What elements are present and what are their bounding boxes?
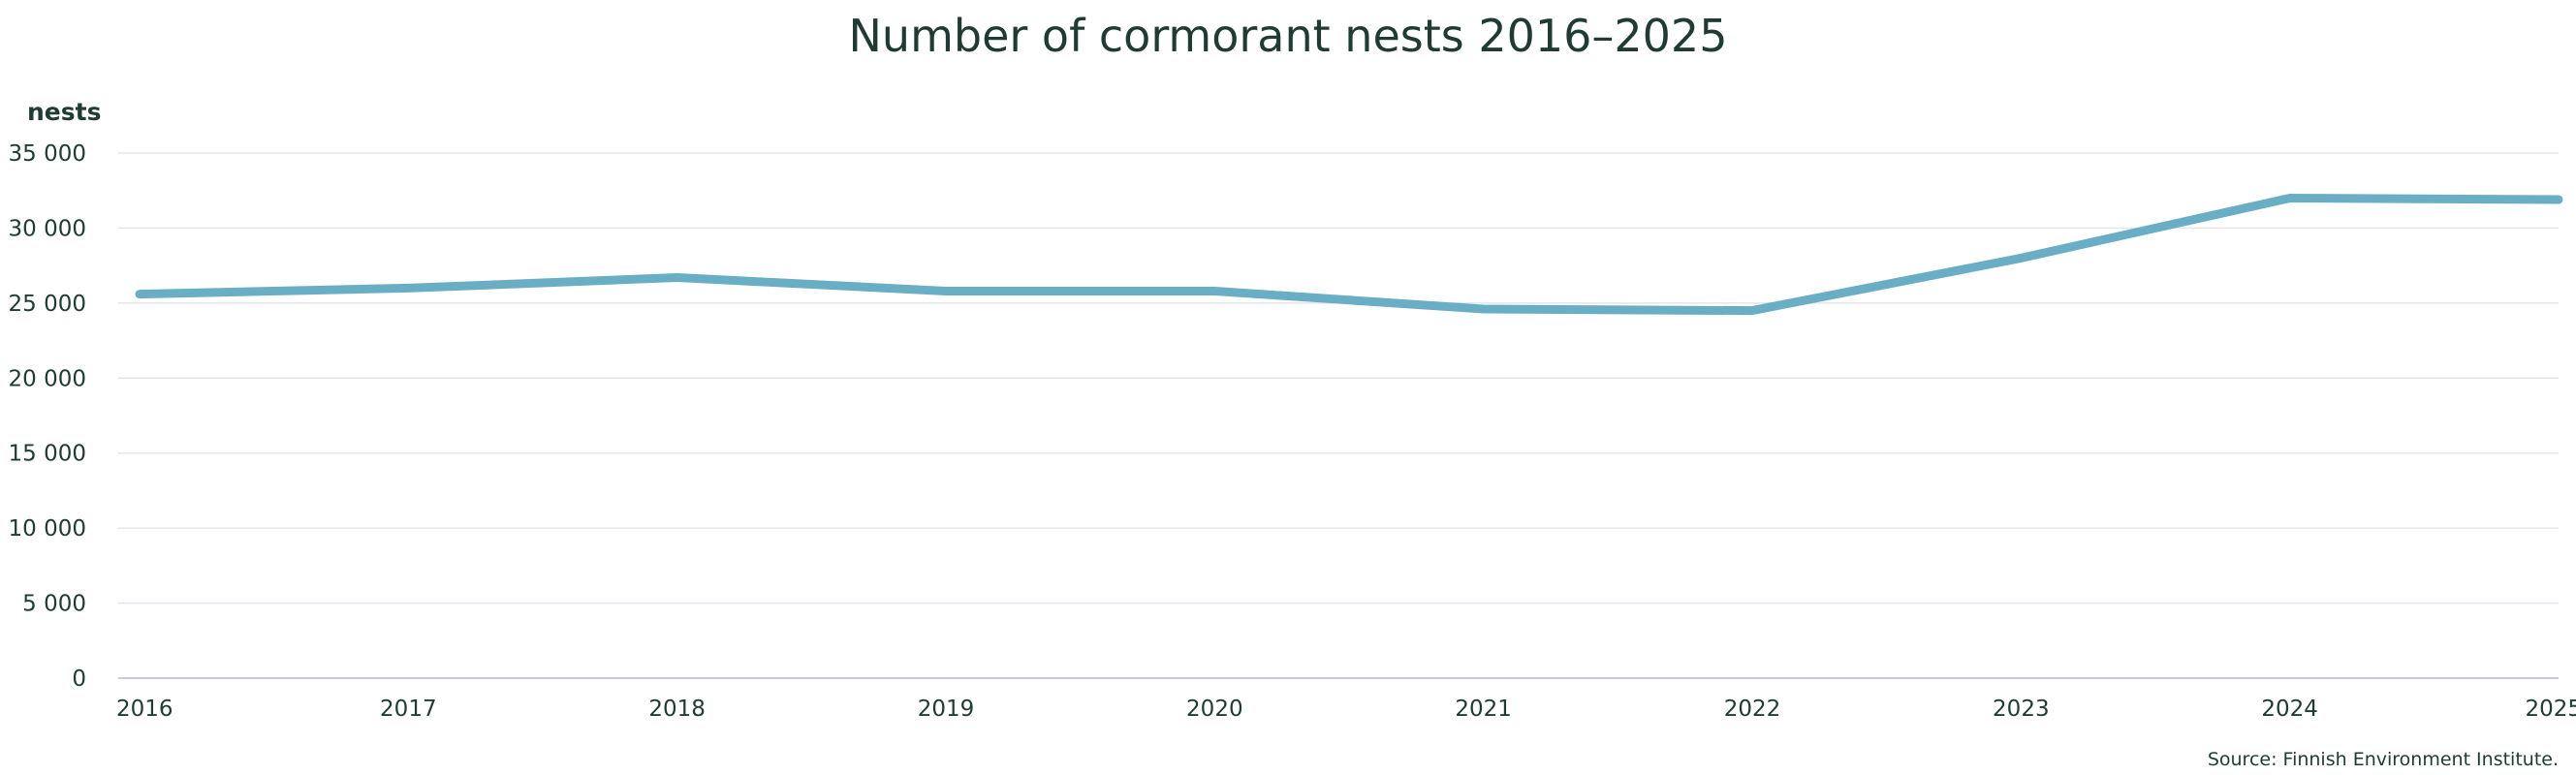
x-axis-ticks: 2016 2017 2018 2019 2020 2021 2022 2023 2024 2025: [116, 697, 2576, 722]
y-axis-label: nests: [27, 98, 101, 126]
y-tick-label: 20 000: [9, 366, 86, 391]
y-tick-label: 0: [72, 666, 86, 692]
x-tick-label: 2025: [2525, 697, 2576, 722]
y-tick-label: 30 000: [9, 216, 86, 241]
x-tick-label: 2016: [116, 697, 173, 722]
x-tick-label: 2021: [1455, 697, 1512, 722]
x-tick-label: 2017: [380, 697, 437, 722]
x-tick-label: 2019: [918, 697, 975, 722]
source-note: Source: Finnish Environment Institute.: [2208, 749, 2559, 770]
chart-title: Number of cormorant nests 2016–2025: [849, 10, 1728, 62]
y-tick-label: 10 000: [9, 516, 86, 542]
series-group: [135, 193, 2563, 316]
x-tick-label: 2018: [648, 697, 706, 722]
y-tick-label: 15 000: [9, 442, 86, 467]
y-tick-label: 5 000: [22, 592, 86, 617]
x-tick-label: 2020: [1186, 697, 1243, 722]
series-line: [135, 193, 2563, 316]
x-tick-label: 2024: [2261, 697, 2318, 722]
y-axis-ticks: 0 5 000 10 000 15 000 20 000 25 000 30 000 35 0…: [9, 141, 86, 692]
y-tick-label: 35 000: [9, 141, 86, 167]
x-tick-label: 2023: [1993, 697, 2050, 722]
x-tick-label: 2022: [1724, 697, 1781, 722]
y-tick-label: 25 000: [9, 292, 86, 317]
